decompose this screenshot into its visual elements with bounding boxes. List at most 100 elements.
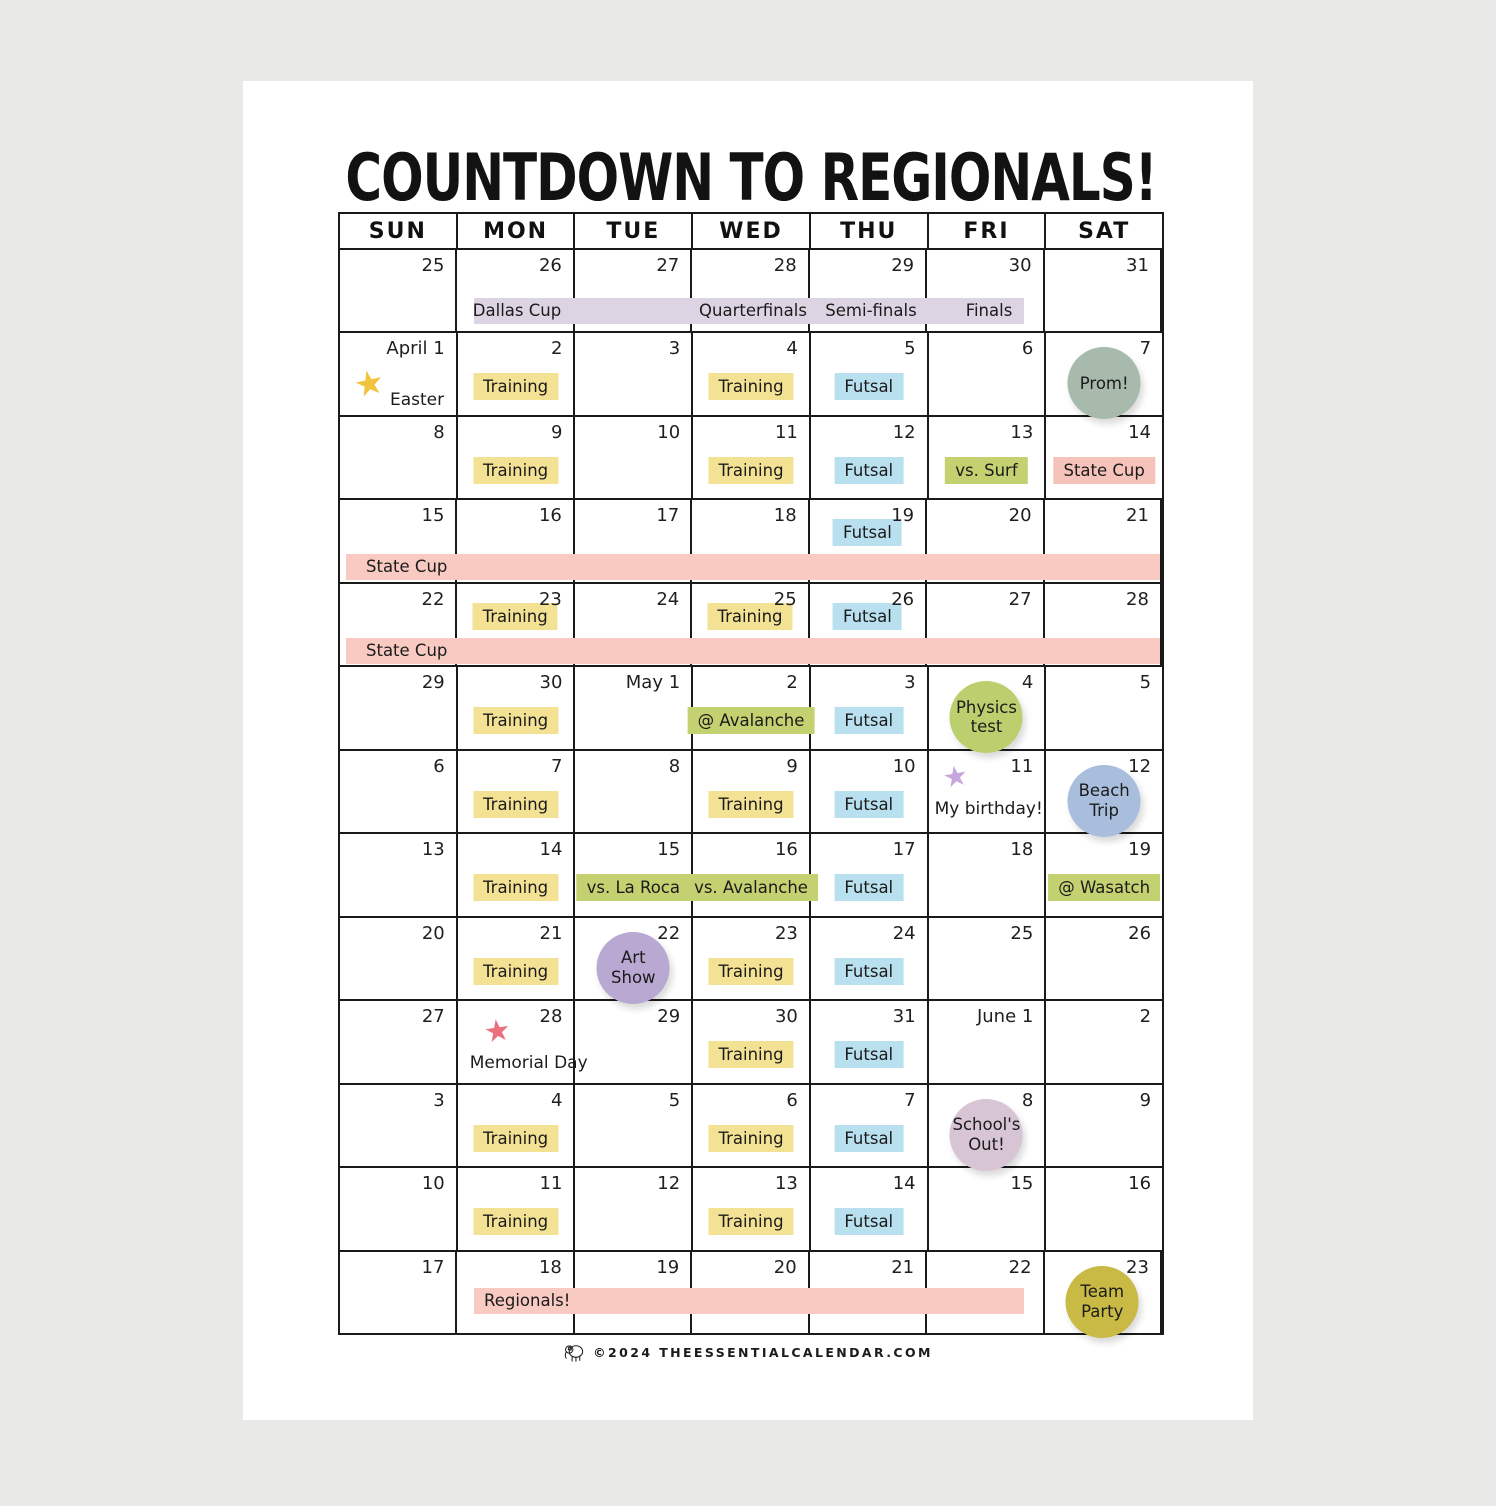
date-number: 9 <box>786 755 798 777</box>
day-cell: 3 Futsal <box>811 667 929 749</box>
event-tag: Training <box>708 1208 794 1236</box>
day-cell: 2 <box>1046 1001 1162 1082</box>
weekday-header: SAT <box>1046 214 1163 250</box>
day-cell: 6 Training <box>693 1084 811 1167</box>
copyright-text: ©2024 THEESSENTIALCALENDAR.COM <box>593 1344 933 1360</box>
date-number: 25 <box>421 255 445 276</box>
event-tag: Training <box>472 602 558 630</box>
date-number: 30 <box>539 672 563 694</box>
date-number: 2 <box>786 672 798 694</box>
event-circle-line: Team <box>1080 1282 1125 1302</box>
date-number: 23 <box>774 922 798 944</box>
week-row: 3 4 Training 5 6 Training 7 Futsal 8 School's Out!… <box>340 1084 1162 1171</box>
event-tag: vs. Surf <box>945 456 1028 484</box>
event-tag: Futsal <box>834 373 904 401</box>
day-cell: 31 <box>1045 250 1162 332</box>
day-cell: 23 Team Party <box>1045 1251 1162 1338</box>
date-number: 22 <box>657 922 681 944</box>
event-tag: @ Avalanche <box>687 707 815 735</box>
day-cell: 18 <box>692 500 810 582</box>
day-cell: 4 Training <box>458 1084 576 1167</box>
week-row: April 1 ★ Easter 2 Training 3 4 Training 5 Futsal… <box>340 333 1162 420</box>
day-cell: 19 @ Wasatch <box>1046 834 1162 915</box>
event-tag: Futsal <box>834 456 904 484</box>
day-cell: April 1 ★ Easter <box>340 333 458 415</box>
event-circle-line: Show <box>611 967 656 987</box>
date-number: April 1 <box>386 338 445 360</box>
day-cell: 4 Training <box>693 333 811 415</box>
day-cell: 5 Futsal <box>811 333 929 415</box>
day-cell: 9 Training <box>458 416 576 499</box>
day-cell: 25 <box>340 250 458 332</box>
date-number: 18 <box>773 505 797 527</box>
event-note: Easter <box>390 390 445 411</box>
event-circle: Physics test <box>949 681 1023 754</box>
day-cell: 3 <box>340 1084 458 1167</box>
event-tag: Futsal <box>834 957 904 985</box>
date-number: 6 <box>1021 338 1034 360</box>
day-cell: 11 ★ My birthday! <box>929 750 1047 833</box>
calendar-weeks: 25 26 27 28 29 30 31 Dallas Cup Quarterfinals Sem… <box>340 250 1162 1338</box>
date-number: 8 <box>668 755 681 777</box>
event-circle: School's Out! <box>949 1098 1023 1171</box>
date-number: 25 <box>773 588 797 610</box>
event-tag: Futsal <box>834 1208 904 1236</box>
day-cell: 30 Training <box>693 1001 811 1083</box>
event-tag: State Cup <box>1053 456 1155 484</box>
day-cell: 2 Training <box>458 333 576 415</box>
day-cell: 28 <box>1045 583 1162 666</box>
event-tag: Training <box>473 707 559 735</box>
band-label: State Cup <box>366 557 448 577</box>
event-circle: Art Show <box>596 931 670 1004</box>
date-number: 28 <box>539 1006 563 1028</box>
date-number: 27 <box>1008 588 1032 610</box>
day-cell: 24 Futsal <box>811 917 929 1000</box>
date-number: 14 <box>539 839 563 861</box>
day-cell: 17 Futsal <box>811 834 929 916</box>
date-number: 26 <box>891 588 915 610</box>
date-number: 15 <box>1010 1173 1034 1195</box>
week-row: 25 26 27 28 29 30 31 Dallas Cup Quarterfinals Sem… <box>340 250 1162 334</box>
event-band <box>346 637 1160 664</box>
weekday-header: THU <box>810 214 929 250</box>
date-number: 29 <box>657 1006 681 1028</box>
date-number: 16 <box>1128 1173 1152 1195</box>
event-band <box>474 1287 1024 1314</box>
day-cell: 29 <box>340 667 458 749</box>
day-cell: 10 <box>575 416 694 499</box>
date-number: 8 <box>1021 1089 1034 1111</box>
week-row: 17 18 19 20 21 22 23 Team Party Regionals! <box>340 1251 1162 1338</box>
day-cell: 25 Training <box>692 583 810 666</box>
date-number: 24 <box>656 588 680 610</box>
date-number: 24 <box>892 922 916 944</box>
date-number: 21 <box>1126 505 1149 527</box>
event-circle: Prom! <box>1067 347 1141 420</box>
day-cell: 28 ★ Memorial Day <box>458 1001 588 1083</box>
day-cell: 23 Training <box>457 583 575 666</box>
day-cell: 6 <box>929 333 1047 415</box>
date-number: 28 <box>773 255 797 276</box>
date-number: 10 <box>657 421 681 443</box>
day-cell: 25 <box>929 917 1047 1000</box>
day-cell: 27 <box>927 583 1045 666</box>
day-cell: 12 Beach Trip <box>1046 751 1162 837</box>
day-cell: 20 <box>927 500 1045 582</box>
date-number: 14 <box>892 1173 916 1195</box>
week-row: 27 28 ★ Memorial Day 29 30 Training 31 Futsal Jun… <box>340 1001 1162 1085</box>
date-number: 3 <box>904 672 916 694</box>
date-number: 15 <box>657 839 681 861</box>
date-number: 4 <box>786 338 798 360</box>
event-circle-line: Physics <box>955 697 1017 717</box>
day-cell: 28 <box>692 250 810 332</box>
day-cell: 6 <box>340 750 458 833</box>
week-row: 22 23 Training 24 25 Training 26 Futsal 27 28 Stat… <box>340 583 1162 668</box>
week-row: 15 16 17 18 19 Futsal 20 21 State Cup <box>340 500 1162 584</box>
day-cell: 31 Futsal <box>811 1001 929 1083</box>
day-cell: 4 Physics test <box>929 667 1047 754</box>
day-cell: 5 <box>1046 667 1162 748</box>
date-number: 21 <box>891 1256 915 1278</box>
date-number: 28 <box>1126 588 1149 610</box>
event-tag: Training <box>708 957 794 985</box>
date-number: 19 <box>1128 839 1152 861</box>
